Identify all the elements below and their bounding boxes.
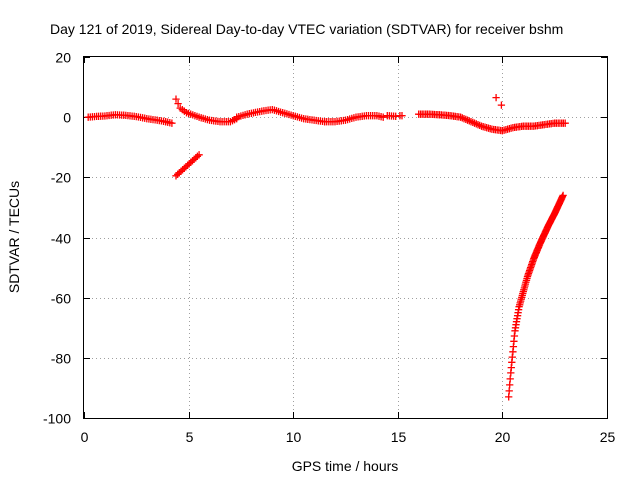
x-tick-label: 5: [186, 429, 194, 445]
data-point: [561, 119, 569, 127]
plot-frame: [83, 56, 608, 419]
y-tick-label: -80: [51, 351, 71, 367]
x-axis-label: GPS time / hours: [292, 458, 399, 474]
y-tick-label: -40: [51, 231, 71, 247]
y-axis-label: SDTVAR / TECUs: [6, 181, 22, 293]
x-tick-label: 15: [391, 429, 407, 445]
x-tick-label: 10: [286, 429, 302, 445]
data-point: [172, 95, 180, 103]
data-point: [168, 119, 176, 127]
x-tick-label: 0: [81, 429, 89, 445]
data-point: [497, 101, 506, 109]
axis-ticks: [84, 57, 608, 419]
y-tick-label: 20: [55, 50, 71, 66]
data-point: [379, 113, 387, 121]
y-tick-label: -20: [51, 170, 71, 186]
x-tick-label: 25: [600, 429, 616, 445]
data-point: [506, 375, 514, 383]
data-point: [174, 99, 182, 108]
data-point: [505, 387, 513, 395]
y-tick-label: 0: [63, 110, 71, 126]
data-point: [559, 191, 567, 200]
grid-lines: [84, 57, 607, 418]
chart-title: Day 121 of 2019, Sidereal Day-to-day VTE…: [50, 21, 563, 37]
x-tick-label: 20: [495, 429, 511, 445]
y-tick-labels: -100 -80 -60 -40 -20 0 20: [43, 50, 71, 427]
data-points: [84, 93, 569, 401]
data-point: [492, 93, 500, 102]
y-tick-label: -100: [43, 411, 71, 427]
x-tick-labels: 0 5 10 15 20 25: [81, 429, 616, 445]
data-point: [506, 381, 514, 389]
data-point: [398, 112, 406, 120]
data-point: [195, 151, 203, 159]
data-point: [505, 393, 513, 401]
y-tick-label: -60: [51, 291, 71, 307]
